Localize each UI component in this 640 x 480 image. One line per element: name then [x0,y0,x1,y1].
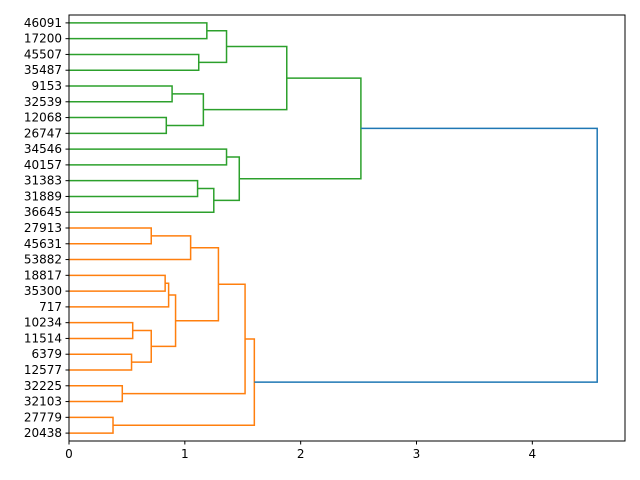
leaf-label: 34546 [24,142,62,156]
leaf-label: 11514 [24,331,62,345]
dendrogram-link [69,85,173,103]
dendrogram-link [175,246,220,322]
x-tick-label: 3 [413,447,421,461]
leaf-label: 20438 [24,426,62,440]
leaf-label: 9153 [31,79,62,93]
dendrogram-link [69,227,152,245]
leaf-label: 12068 [24,111,62,125]
dendrogram-link [69,22,208,40]
dendrogram-link [69,416,114,434]
leaf-label: 46091 [24,16,62,30]
leaf-label: 32103 [24,395,62,409]
dendrogram-link [198,30,228,64]
dendrogram-link [239,77,362,180]
dendrogram-link [69,53,200,71]
plot-frame [68,14,626,442]
dendrogram-link [69,187,215,213]
leaf-label: 36645 [24,205,62,219]
leaf-label: 717 [39,300,62,314]
leaf-label: 35300 [24,284,62,298]
leaf-label: 45631 [24,237,62,251]
leaf-label: 27913 [24,221,62,235]
leaf-label: 27779 [24,410,62,424]
dendrogram-link [69,148,228,166]
dendrogram-link [69,353,133,371]
x-axis: 0 1 2 3 4 [65,441,536,461]
leaf-label: 6379 [31,347,62,361]
leaf-label: 32225 [24,379,62,393]
dendrogram-link [69,235,192,261]
leaf-label: 18817 [24,268,62,282]
dendrogram-link [203,45,288,111]
leaf-label: 35487 [24,63,62,77]
leaf-label: 31889 [24,189,62,203]
dendrogram-link [113,338,256,426]
x-tick-label: 4 [529,447,537,461]
leaf-label: 12577 [24,363,62,377]
dendrogram-link [254,127,598,383]
dendrogram-link [151,294,177,348]
dendrogram-link [69,116,168,135]
dendrogram-link [69,321,134,340]
dendrogram-link [69,385,124,403]
dendrogram-link [122,283,246,395]
leaf-label: 17200 [24,32,62,46]
leaf-label: 53882 [24,253,62,267]
dendrogram-link [69,282,170,308]
leaf-label: 40157 [24,158,62,172]
leaf-label: 32539 [24,95,62,109]
dendrogram-link [69,274,166,292]
dendrogram-link [69,179,199,198]
x-tick-label: 1 [181,447,189,461]
leaf-label: 31383 [24,174,62,188]
leaf-label: 26747 [24,126,62,140]
x-tick-label: 2 [297,447,305,461]
leaf-label: 10234 [24,316,62,330]
dendrogram-link [131,329,152,363]
x-tick-label: 0 [65,447,73,461]
leaf-label: 45507 [24,47,62,61]
dendrogram-links [69,22,598,434]
